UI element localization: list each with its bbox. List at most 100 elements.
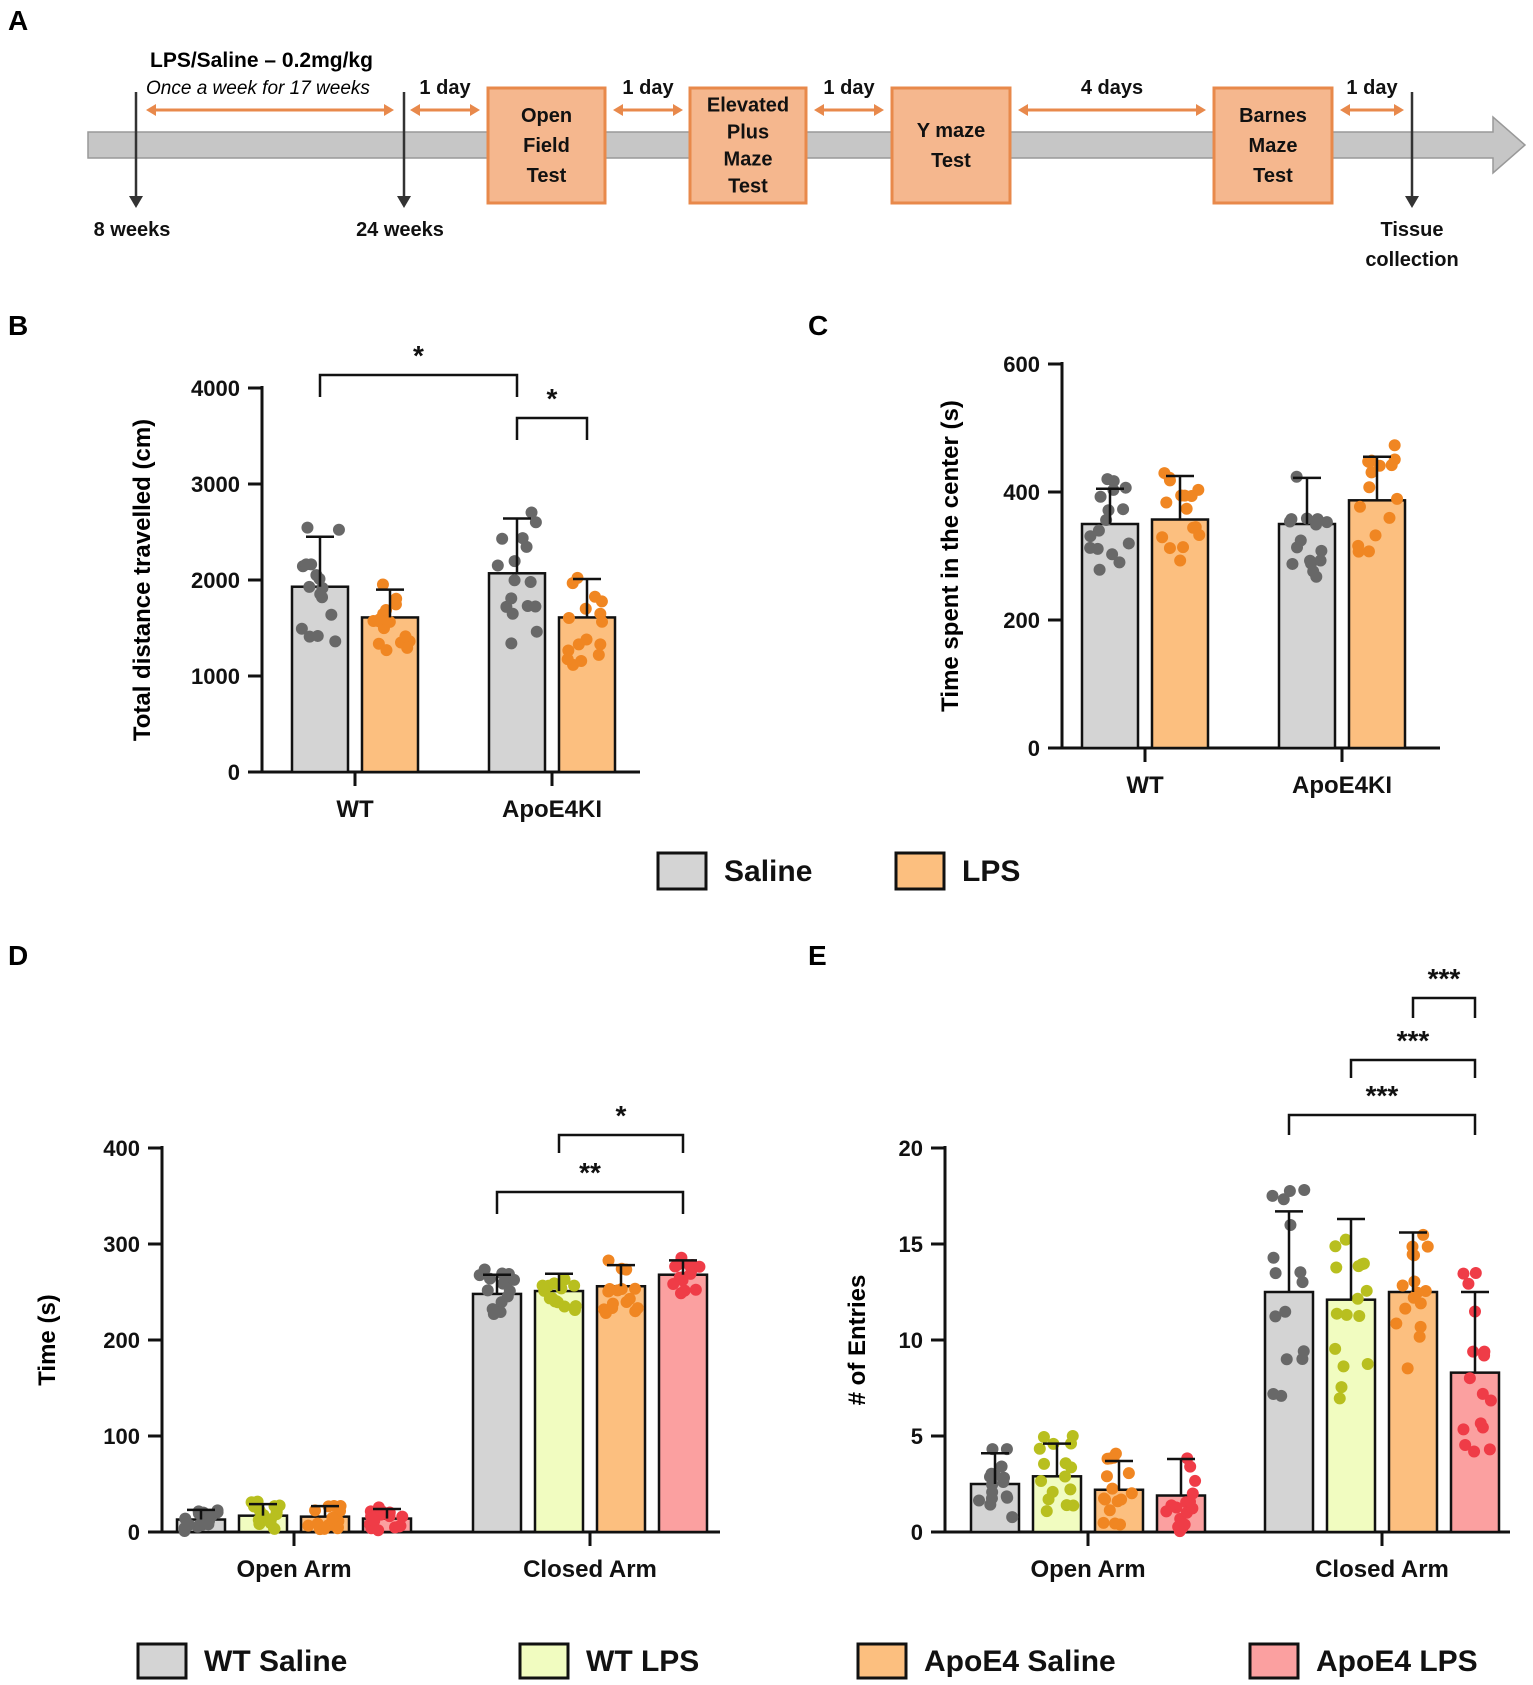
test-label: Maze xyxy=(1249,135,1298,157)
test-label: Elevated xyxy=(707,95,789,117)
data-point xyxy=(1294,534,1307,547)
y-tick-label: 200 xyxy=(1003,608,1040,633)
data-point xyxy=(623,1292,636,1305)
y-tick-label: 400 xyxy=(1003,480,1040,505)
data-point xyxy=(1156,531,1169,544)
data-point xyxy=(1417,1228,1430,1241)
data-point xyxy=(1084,530,1097,543)
data-point xyxy=(1457,1267,1470,1280)
data-point xyxy=(481,1284,494,1297)
x-tick-label: Closed Arm xyxy=(1315,1556,1449,1583)
timeline-marker-head xyxy=(1405,196,1419,208)
data-point xyxy=(1337,1360,1350,1373)
data-point xyxy=(1484,1394,1497,1407)
data-point xyxy=(508,555,521,568)
test-box xyxy=(890,86,1012,205)
y-tick-label: 300 xyxy=(103,1232,140,1257)
test-box xyxy=(486,86,607,205)
data-point xyxy=(1093,563,1106,576)
gap-arrow-head xyxy=(814,104,824,116)
timeline: LPS/Saline – 0.2mg/kg Once a week for 17… xyxy=(87,49,1527,271)
data-point xyxy=(311,1517,324,1530)
y-tick-label: 20 xyxy=(899,1136,923,1161)
data-point xyxy=(194,1518,207,1531)
data-point xyxy=(1353,500,1366,513)
data-point xyxy=(1283,515,1296,528)
legend-swatch xyxy=(656,851,708,891)
data-point xyxy=(1396,1279,1409,1292)
data-point xyxy=(1329,1342,1342,1355)
chart-arm-time: 0 100 200 300 400 Time (s) Open Arm Closed Arm *… xyxy=(34,1100,720,1583)
data-point xyxy=(1183,1495,1196,1508)
data-point xyxy=(631,1302,644,1315)
significance-label: * xyxy=(413,340,424,371)
bar xyxy=(1150,518,1210,750)
data-point xyxy=(399,630,412,643)
data-point xyxy=(491,559,504,572)
data-point xyxy=(1187,521,1200,534)
data-point xyxy=(1172,1520,1185,1533)
significance-label: * xyxy=(547,383,558,414)
data-point xyxy=(1330,1307,1343,1320)
data-point xyxy=(508,1273,521,1286)
data-point xyxy=(1064,1483,1077,1496)
test-label: Plus xyxy=(727,122,769,144)
data-point xyxy=(1106,1482,1119,1495)
significance-bracket xyxy=(1349,1058,1477,1078)
timeline-marker-head xyxy=(397,196,411,208)
test-box xyxy=(1212,86,1334,205)
data-point xyxy=(1098,1492,1111,1505)
data-point xyxy=(506,607,519,620)
gap-arrow-head xyxy=(1018,104,1028,116)
data-point xyxy=(1320,516,1333,529)
data-point xyxy=(1478,1349,1491,1362)
legend-swatch xyxy=(894,851,946,891)
treatment-span-arrow-head xyxy=(384,104,394,116)
data-point xyxy=(179,1512,192,1525)
data-point xyxy=(1189,1474,1202,1487)
data-point xyxy=(1476,1387,1489,1400)
y-tick-label: 0 xyxy=(128,1520,140,1545)
legend-groups: WT Saline WT LPS ApoE4 Saline ApoE4 LPS xyxy=(136,1642,1478,1680)
data-point xyxy=(1297,1345,1310,1358)
data-point xyxy=(247,1500,260,1513)
data-point xyxy=(1414,1297,1427,1310)
y-tick-label: 100 xyxy=(103,1424,140,1449)
data-point xyxy=(1296,1276,1309,1289)
data-point xyxy=(1463,1372,1476,1385)
data-point xyxy=(529,600,542,613)
data-point xyxy=(543,1292,556,1305)
data-point xyxy=(1284,1219,1297,1232)
data-point xyxy=(329,635,342,648)
data-point xyxy=(1192,483,1205,496)
data-point xyxy=(1275,1389,1288,1402)
schedule-label: Once a week for 17 weeks xyxy=(146,78,370,99)
data-point xyxy=(1401,1362,1414,1375)
gap-arrow-head xyxy=(673,104,683,116)
data-point xyxy=(525,506,538,519)
data-point xyxy=(1419,1284,1432,1297)
data-point xyxy=(1160,496,1173,509)
data-point xyxy=(629,1282,642,1295)
data-point xyxy=(1177,541,1190,554)
x-tick-label: WT xyxy=(336,796,374,823)
data-point xyxy=(367,615,380,628)
data-point xyxy=(1360,1284,1373,1297)
data-point xyxy=(1266,1189,1279,1202)
data-point xyxy=(1117,503,1130,516)
data-point xyxy=(1103,1504,1116,1517)
data-point xyxy=(693,1260,706,1273)
gap-arrow-head xyxy=(1196,104,1206,116)
significance-label: *** xyxy=(1366,1080,1399,1111)
data-point xyxy=(505,592,518,605)
data-point xyxy=(1119,481,1132,494)
y-tick-label: 200 xyxy=(103,1328,140,1353)
data-point xyxy=(372,1524,385,1537)
data-point xyxy=(1363,481,1376,494)
data-point xyxy=(1102,504,1115,517)
x-tick-label: Open Arm xyxy=(1030,1556,1145,1583)
chart-arm-entries: 0 5 10 15 20 # of Entries Open Arm Closed Arm **… xyxy=(844,963,1510,1583)
y-tick-label: 0 xyxy=(911,1520,923,1545)
bar xyxy=(533,1289,585,1534)
